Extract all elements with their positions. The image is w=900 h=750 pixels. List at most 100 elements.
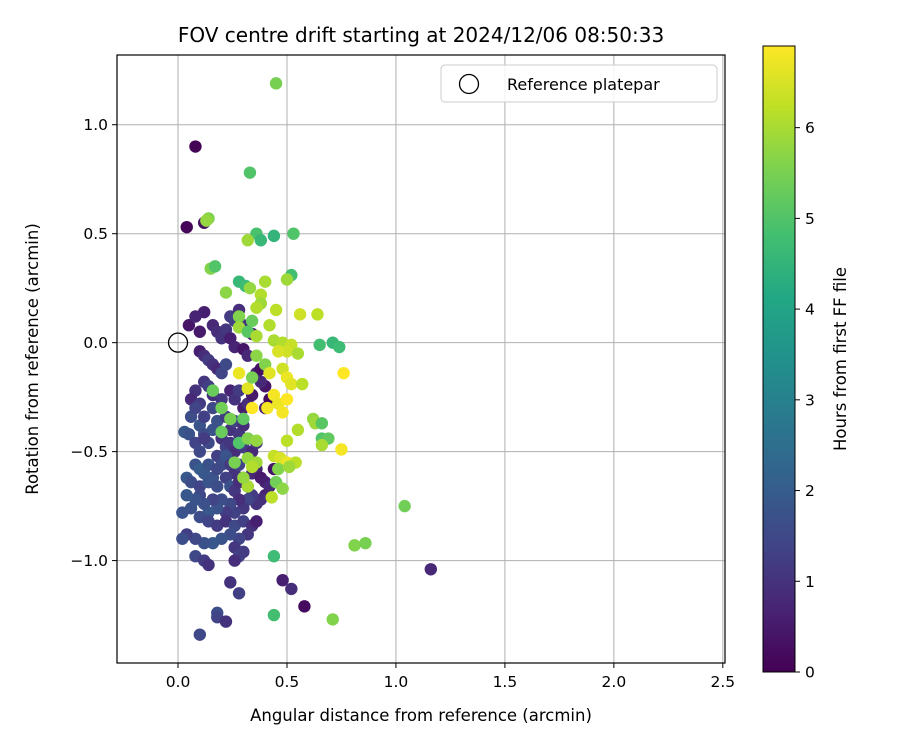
data-point — [215, 401, 228, 415]
y-tick-label: −0.5 — [70, 443, 108, 461]
x-tick-label: 1.0 — [384, 673, 409, 691]
data-point — [287, 227, 300, 240]
data-point — [245, 401, 259, 415]
data-point — [193, 325, 207, 338]
data-point — [219, 286, 233, 299]
data-point — [237, 412, 250, 426]
data-point — [261, 401, 274, 415]
data-point — [215, 393, 228, 406]
data-point — [241, 234, 254, 247]
data-point — [224, 576, 237, 589]
colorbar-tick-label: 6 — [805, 119, 815, 137]
grid-lines — [117, 55, 725, 663]
data-point — [272, 462, 285, 476]
legend-reference-marker — [458, 73, 480, 95]
data-point — [280, 393, 294, 406]
data-point — [291, 423, 305, 437]
data-point — [280, 345, 294, 358]
reference-platepar-marker — [167, 332, 189, 353]
data-point — [298, 600, 311, 613]
data-points — [176, 77, 438, 641]
legend: Reference platepar — [440, 64, 718, 103]
data-point — [267, 229, 281, 243]
data-point — [250, 349, 263, 362]
data-point — [189, 401, 202, 415]
data-point — [215, 425, 228, 439]
data-point — [232, 366, 246, 380]
y-tick-label: 1.0 — [83, 116, 108, 134]
data-point — [224, 412, 237, 426]
data-point — [202, 558, 215, 572]
data-point — [285, 582, 298, 596]
data-point — [243, 166, 257, 179]
data-point — [280, 273, 294, 286]
data-point — [285, 377, 298, 391]
data-point — [219, 615, 233, 628]
colorbar-tick-label: 5 — [805, 210, 815, 228]
data-point — [291, 347, 305, 360]
chart-title: FOV centre drift starting at 2024/12/06 … — [178, 23, 664, 47]
data-point — [232, 587, 246, 600]
plot-frame — [116, 54, 726, 664]
y-tick-label: 0.5 — [83, 225, 108, 243]
data-point — [424, 563, 438, 576]
data-point — [276, 573, 289, 587]
data-point — [206, 384, 220, 397]
data-point — [206, 401, 220, 415]
data-point — [315, 417, 329, 430]
y-axis-label: Rotation from reference (arcmin) — [23, 223, 42, 495]
data-point — [313, 338, 326, 352]
data-point — [180, 220, 193, 234]
y-axis-ticks: −1.0 −0.5 0.0 0.5 1.0 — [70, 116, 117, 570]
x-tick-label: 0.0 — [166, 673, 191, 691]
data-point — [180, 489, 193, 502]
colorbar-label: Hours from first FF file — [831, 267, 850, 451]
data-point — [232, 310, 246, 323]
colorbar-tick-label: 3 — [805, 391, 815, 409]
data-point — [197, 432, 211, 445]
data-point — [243, 281, 257, 295]
data-point — [250, 301, 263, 314]
data-point — [182, 319, 196, 332]
data-point — [228, 554, 241, 567]
x-axis-label: Angular distance from reference (arcmin) — [250, 706, 592, 725]
data-point — [245, 314, 259, 328]
reference-marker-group — [167, 332, 189, 353]
data-point — [267, 608, 281, 622]
colorbar-tick-label: 4 — [805, 301, 815, 319]
data-point — [276, 406, 289, 419]
data-point — [219, 358, 233, 371]
x-tick-label: 2.0 — [602, 673, 627, 691]
data-point — [208, 260, 222, 273]
data-point — [250, 329, 263, 343]
data-point — [211, 462, 224, 476]
data-point — [250, 434, 263, 447]
data-point — [193, 445, 207, 458]
data-point — [311, 308, 324, 321]
data-point — [182, 427, 196, 441]
data-point — [263, 319, 276, 332]
data-point — [267, 550, 281, 563]
x-tick-label: 1.5 — [493, 673, 518, 691]
data-point — [333, 340, 346, 354]
y-tick-label: −1.0 — [70, 552, 108, 570]
colorbar-gradient — [762, 45, 796, 673]
data-point — [335, 443, 348, 456]
data-point — [293, 308, 307, 321]
data-point — [211, 480, 224, 493]
data-point — [254, 234, 268, 247]
x-axis-ticks: 0.0 0.5 1.0 1.5 2.0 2.5 — [166, 663, 735, 691]
data-point — [276, 482, 289, 495]
data-point — [280, 434, 294, 447]
data-point — [263, 366, 276, 380]
data-point — [359, 536, 372, 550]
data-point — [272, 345, 285, 358]
y-tick-label: 0.0 — [83, 334, 108, 352]
data-point — [250, 515, 263, 528]
data-point — [193, 628, 207, 641]
data-point — [337, 366, 350, 380]
data-point — [398, 499, 411, 513]
data-point — [258, 275, 272, 288]
data-point — [197, 410, 211, 423]
